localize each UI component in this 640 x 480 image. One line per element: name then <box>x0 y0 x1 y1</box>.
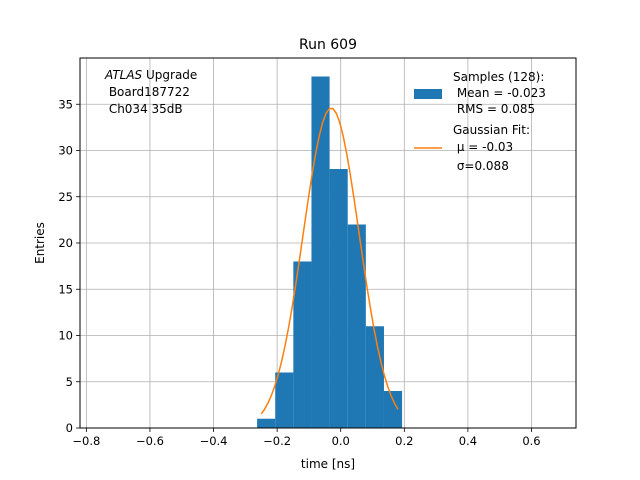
x-tick-label-0: −0.8 <box>72 434 100 448</box>
legend-fit-mu: μ = -0.03 <box>453 140 513 154</box>
y-tick-label-4: 20 <box>58 236 73 250</box>
gaussian-fit-line <box>260 107 399 415</box>
y-tick-label-2: 10 <box>58 329 73 343</box>
y-tick-label-7: 35 <box>58 97 73 111</box>
x-tick-label-2: −0.4 <box>200 434 228 448</box>
annotation-atlas: ATLAS <box>104 68 143 82</box>
histogram-bar-5 <box>347 224 366 428</box>
histogram-bars <box>257 76 403 428</box>
y-axis-label: Entries <box>33 222 47 264</box>
x-tick-label-3: −0.2 <box>263 434 291 448</box>
x-tick-label-4: 0.0 <box>332 434 350 448</box>
legend: Samples (128): Mean = -0.023 RMS = 0.085… <box>414 70 546 173</box>
x-tick-label-6: 0.4 <box>459 434 477 448</box>
legend-histogram-mean: Mean = -0.023 <box>453 86 546 100</box>
histogram-bar-6 <box>365 326 384 428</box>
histogram-bar-4 <box>329 169 348 428</box>
x-tick-label-5: 0.2 <box>395 434 413 448</box>
y-tick-label-6: 30 <box>58 144 73 158</box>
atlas-annotation: ATLAS Upgrade Board187722 Ch034 35dB <box>104 68 197 116</box>
histogram-bar-2 <box>293 261 312 428</box>
annotation-line-1: ATLAS Upgrade <box>104 68 197 82</box>
chart-title: Run 609 <box>299 37 357 53</box>
y-tick-label-1: 5 <box>66 375 73 389</box>
x-tick-label-7: 0.6 <box>522 434 540 448</box>
x-tick-label-1: −0.6 <box>136 434 164 448</box>
annotation-line-3: Ch034 35dB <box>105 102 183 116</box>
annotation-upgrade: Upgrade <box>142 68 197 82</box>
y-tick-label-3: 15 <box>58 282 73 296</box>
y-tick-label-0: 0 <box>66 421 73 435</box>
y-axis-ticks: 0 5 10 15 20 25 30 35 <box>58 97 80 435</box>
y-tick-label-5: 25 <box>58 190 73 204</box>
x-axis-ticks: −0.8 −0.6 −0.4 −0.2 0.0 0.2 0.4 0.6 <box>72 428 541 448</box>
annotation-line-2: Board187722 <box>105 85 190 99</box>
x-axis-label: time [ns] <box>301 457 355 471</box>
histogram-bar-7 <box>383 391 403 428</box>
legend-fit-sigma: σ=0.088 <box>453 159 509 173</box>
legend-fit-title: Gaussian Fit: <box>453 123 530 137</box>
legend-histogram-swatch <box>414 89 442 99</box>
legend-histogram-title: Samples (128): <box>453 70 544 84</box>
histogram-bar-3 <box>311 76 330 428</box>
histogram-bar-1 <box>275 372 294 428</box>
legend-histogram-rms: RMS = 0.085 <box>453 102 535 116</box>
histogram-bar-0 <box>257 418 276 428</box>
